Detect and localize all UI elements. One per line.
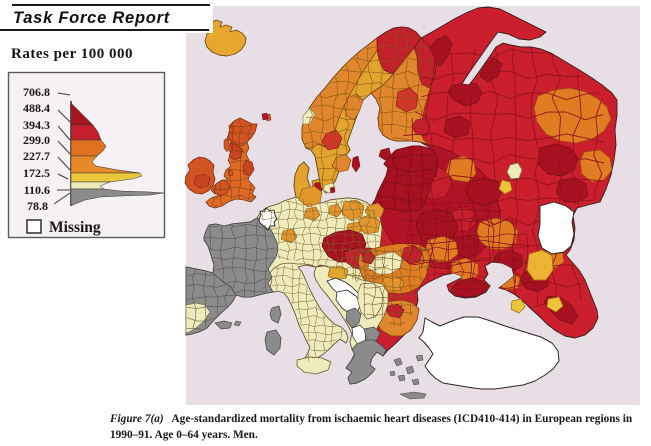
svg-text:172.5: 172.5 (23, 166, 50, 180)
svg-text:110.6: 110.6 (24, 183, 50, 197)
svg-text:488.4: 488.4 (23, 101, 50, 115)
svg-text:Missing: Missing (49, 219, 101, 236)
svg-text:299.0: 299.0 (23, 133, 50, 147)
svg-text:78.8: 78.8 (27, 199, 48, 213)
svg-text:706.8: 706.8 (23, 85, 50, 99)
svg-text:227.7: 227.7 (23, 149, 50, 163)
svg-text:394.3: 394.3 (23, 118, 50, 132)
